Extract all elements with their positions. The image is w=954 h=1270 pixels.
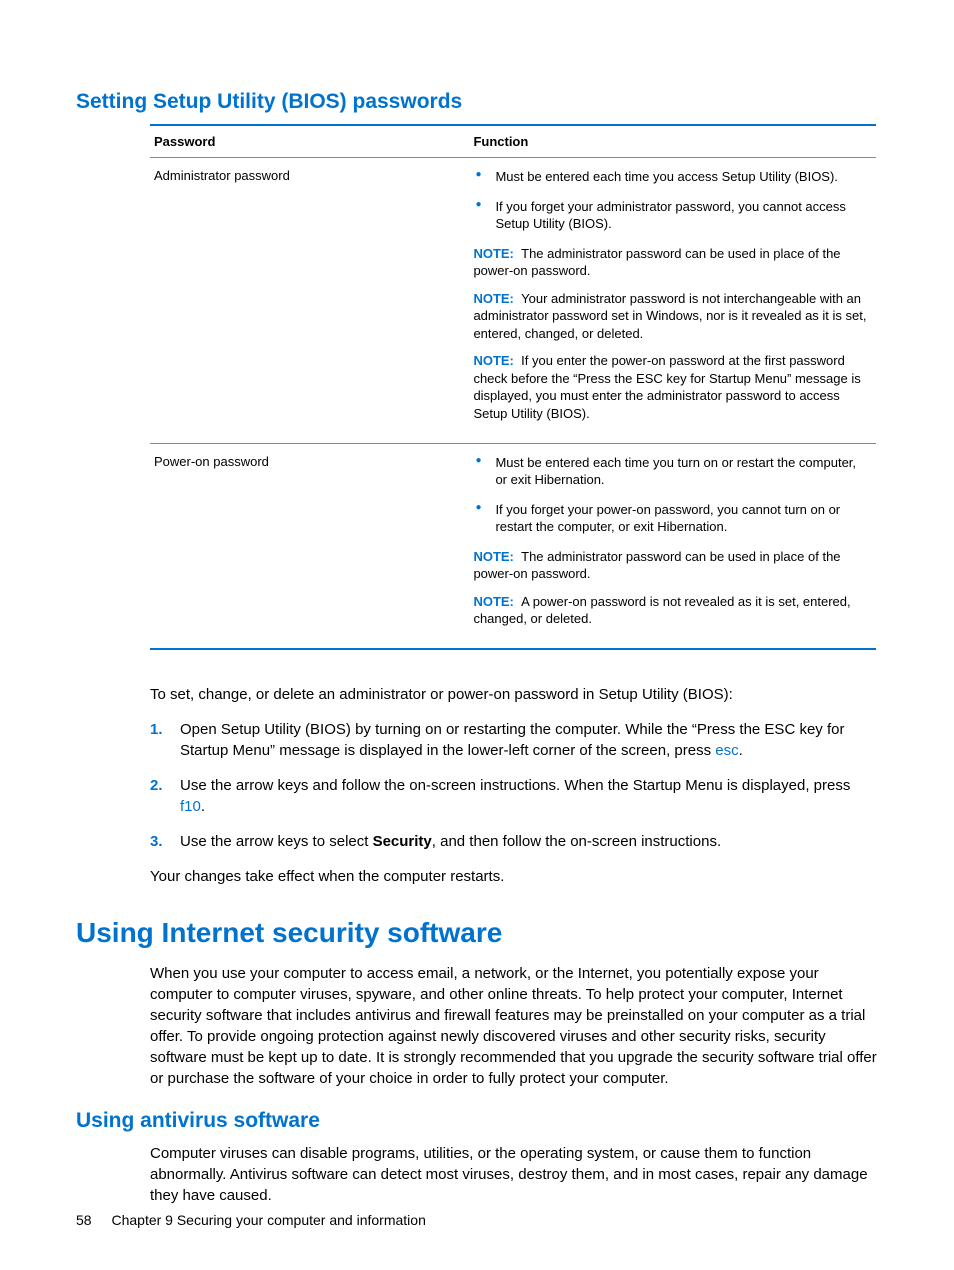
list-item: If you forget your administrator passwor… [473,198,870,233]
steps-list: Open Setup Utility (BIOS) by turning on … [76,719,878,852]
note-text: The administrator password can be used i… [473,549,840,582]
note-label: NOTE: [473,549,513,564]
step-text: Use the arrow keys to select [180,833,373,850]
heading-bios-passwords: Setting Setup Utility (BIOS) passwords [76,90,878,114]
document-page: Setting Setup Utility (BIOS) passwords P… [0,0,954,1270]
note-text: Your administrator password is not inter… [473,291,866,341]
list-item: Must be entered each time you turn on or… [473,454,870,489]
step-text: . [201,798,205,815]
note-text: A power-on password is not revealed as i… [473,594,850,627]
bold-security: Security [373,833,432,850]
key-f10: f10 [180,798,201,815]
note-label: NOTE: [473,594,513,609]
table-header-function: Function [469,125,876,158]
note: NOTE: The administrator password can be … [473,245,870,280]
table-header-password: Password [150,125,469,158]
step-text: , and then follow the on-screen instruct… [432,833,721,850]
step-item: Use the arrow keys and follow the on-scr… [150,775,878,817]
note: NOTE: Your administrator password is not… [473,290,870,343]
steps-outro: Your changes take effect when the comput… [76,866,878,887]
table-row: Administrator password Must be entered e… [150,158,876,444]
note: NOTE: A power-on password is not reveale… [473,593,870,628]
password-function: Must be entered each time you turn on or… [469,443,876,649]
password-function: Must be entered each time you access Set… [469,158,876,444]
list-item: Must be entered each time you access Set… [473,168,870,186]
heading-antivirus: Using antivirus software [76,1109,878,1133]
antivirus-paragraph: Computer viruses can disable programs, u… [76,1143,878,1206]
note-label: NOTE: [473,246,513,261]
note-label: NOTE: [473,291,513,306]
step-text: Open Setup Utility (BIOS) by turning on … [180,721,844,759]
steps-intro: To set, change, or delete an administrat… [76,684,878,705]
page-number: 58 [76,1212,92,1228]
note: NOTE: The administrator password can be … [473,548,870,583]
password-table: Password Function Administrator password… [150,124,876,650]
page-footer: 58 Chapter 9 Securing your computer and … [76,1212,426,1228]
table-row: Power-on password Must be entered each t… [150,443,876,649]
note-text: If you enter the power-on password at th… [473,353,860,421]
step-text: . [739,742,743,759]
step-text: Use the arrow keys and follow the on-scr… [180,777,850,794]
key-esc: esc [715,742,738,759]
note-label: NOTE: [473,353,513,368]
list-item: If you forget your power-on password, yo… [473,501,870,536]
note-text: The administrator password can be used i… [473,246,840,279]
heading-internet-security: Using Internet security software [76,917,878,949]
password-name: Administrator password [150,158,469,444]
internet-paragraph: When you use your computer to access ema… [76,963,878,1089]
note: NOTE: If you enter the power-on password… [473,352,870,422]
chapter-label: Chapter 9 Securing your computer and inf… [111,1212,425,1228]
step-item: Use the arrow keys to select Security, a… [150,831,878,852]
step-item: Open Setup Utility (BIOS) by turning on … [150,719,878,761]
password-name: Power-on password [150,443,469,649]
